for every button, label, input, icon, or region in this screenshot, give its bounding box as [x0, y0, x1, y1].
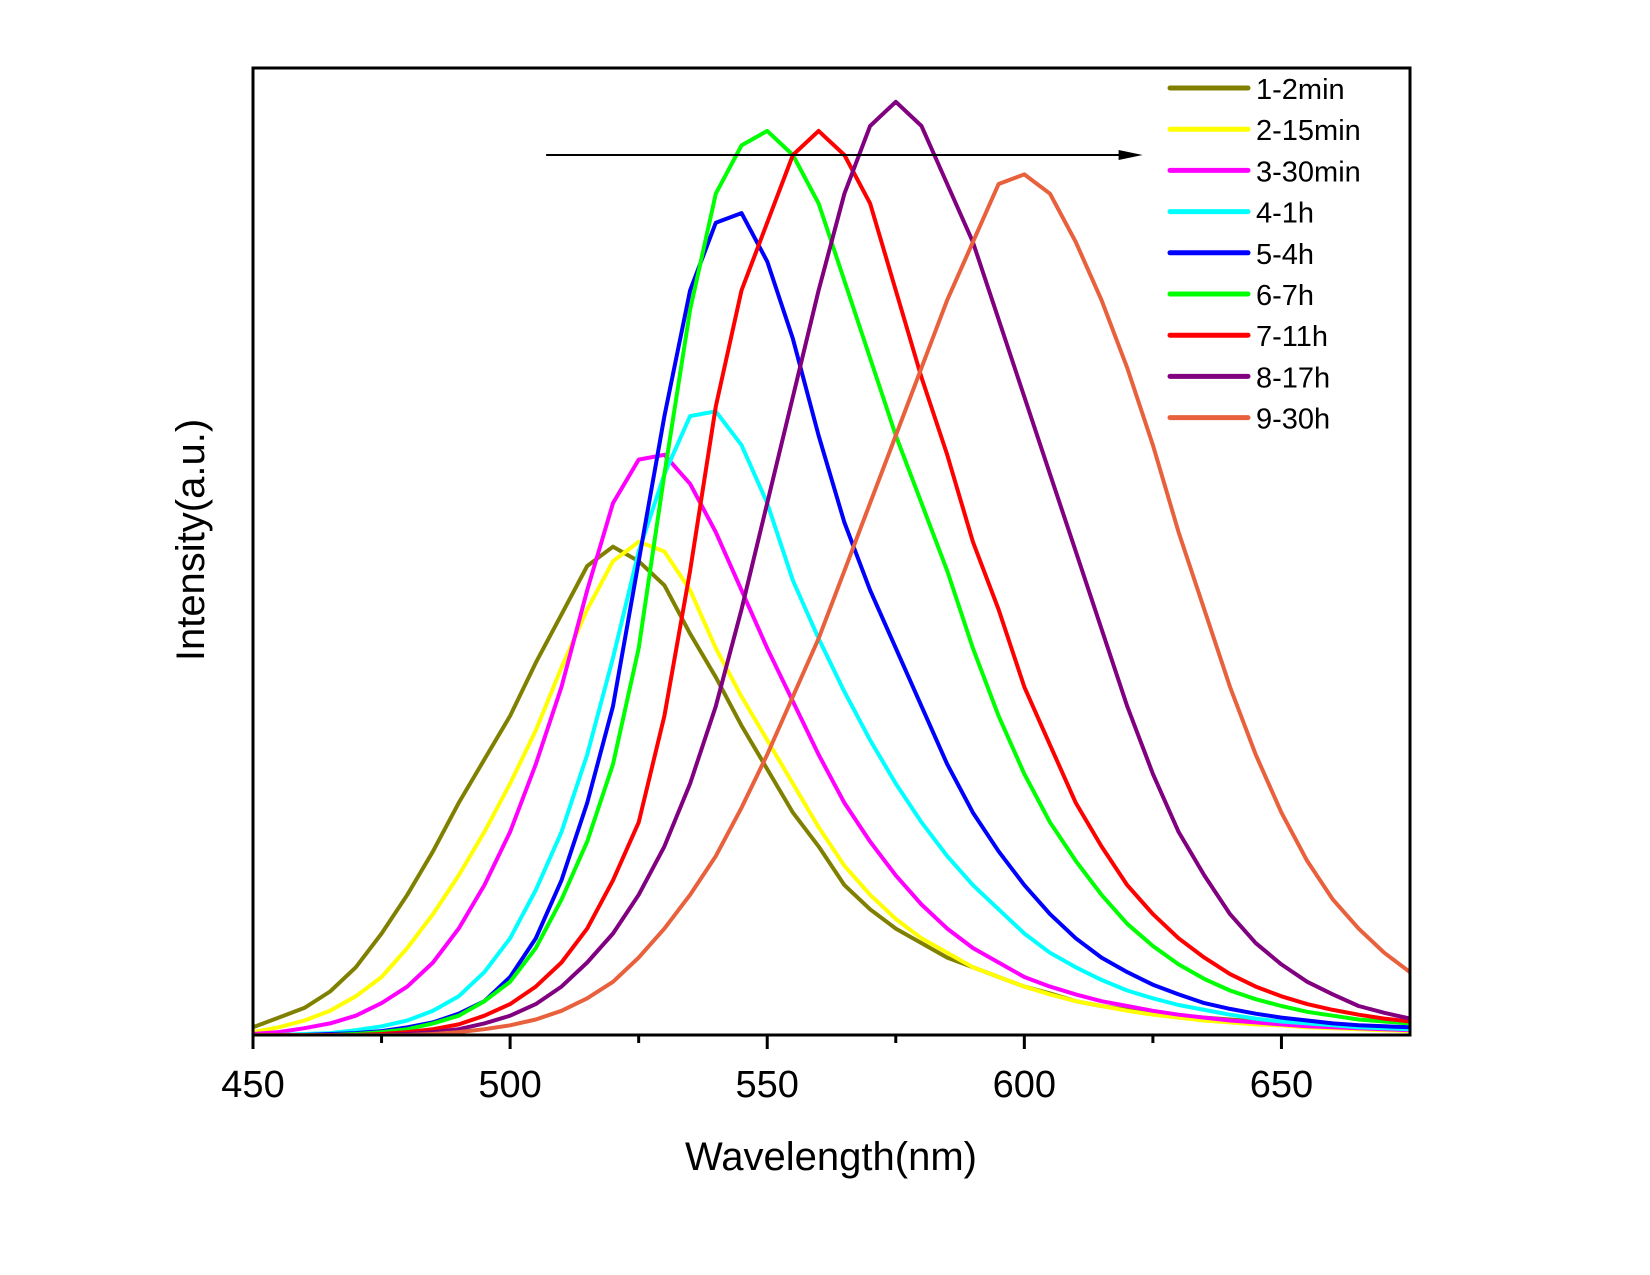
x-axis-title: Wavelength(nm) [685, 1135, 977, 1179]
legend-label: 9-30h [1256, 404, 1330, 436]
series-line-4-1h [253, 409, 1410, 1035]
shift-arrow [546, 150, 1143, 161]
x-tick-label: 600 [993, 1064, 1056, 1106]
y-axis-title: Intensity(a.u.) [169, 419, 213, 661]
series-line-6-7h [253, 128, 1410, 1035]
x-tick-label: 650 [1250, 1064, 1313, 1106]
series-line-8-17h [253, 99, 1410, 1035]
x-tick-label: 550 [736, 1064, 799, 1106]
legend-label: 4-1h [1256, 198, 1314, 230]
legend-label: 7-11h [1256, 321, 1328, 353]
series-line-7-11h [253, 128, 1410, 1035]
legend-label: 6-7h [1256, 280, 1314, 312]
x-axis-ticks: 450 500 550 600 650 [221, 1035, 1313, 1106]
legend-label: 8-17h [1256, 362, 1330, 394]
series-line-2-15min [253, 539, 1410, 1035]
legend-label: 1-2min [1256, 74, 1345, 106]
arrow-head [1118, 150, 1143, 161]
legend: 1-2min 2-15min 3-30min 4-1h 5-4h 6-7h 7-11h 8-1… [1167, 74, 1361, 436]
legend-label: 2-15min [1256, 115, 1361, 147]
series-line-3-30min [253, 452, 1410, 1035]
x-tick-label: 500 [478, 1064, 541, 1106]
series-line-1-2min [253, 544, 1410, 1033]
legend-label: 5-4h [1256, 239, 1314, 271]
plot-frame [251, 66, 1412, 1037]
series-line-9-30h [253, 172, 1410, 1035]
series-layer [253, 99, 1410, 1035]
x-tick-label: 450 [221, 1064, 284, 1106]
legend-label: 3-30min [1256, 156, 1361, 188]
